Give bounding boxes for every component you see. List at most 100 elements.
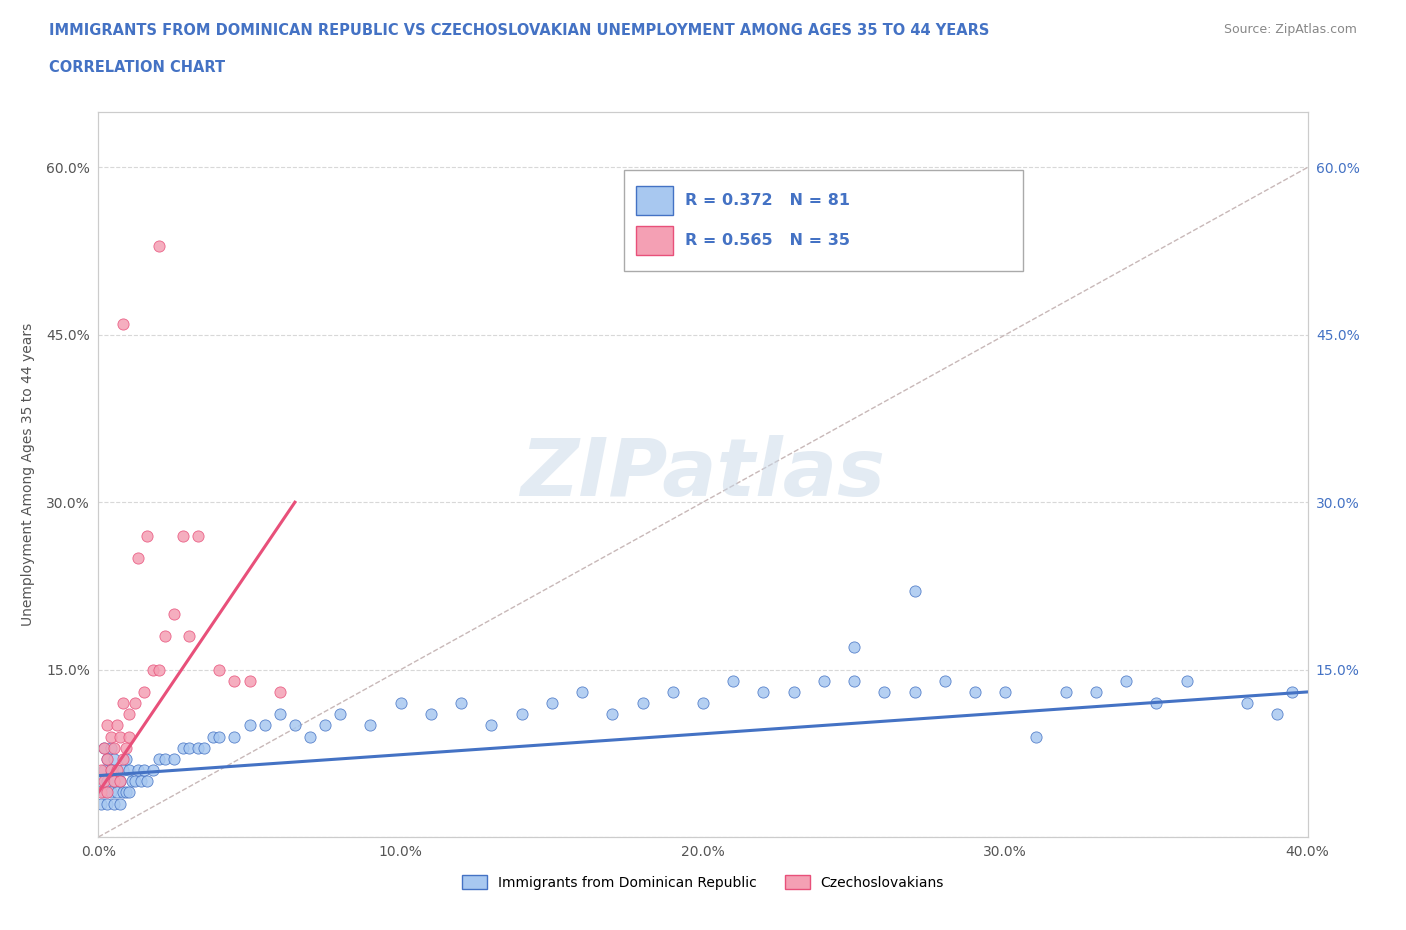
Point (148, 662, 170, 677)
Bar (637, 186, 672, 215)
Point (1175, 673, 1198, 688)
Point (172, 528, 194, 543)
Point (1054, 684, 1077, 699)
Point (108, 774, 131, 789)
Point (844, 640, 866, 655)
Point (108, 774, 131, 789)
Point (450, 696, 472, 711)
Point (314, 718, 336, 733)
Point (135, 774, 157, 789)
Point (135, 528, 157, 543)
Point (103, 774, 125, 789)
Point (96, 785, 118, 800)
Point (132, 763, 155, 777)
Point (631, 696, 654, 711)
Point (187, 528, 209, 543)
Point (93, 740, 115, 755)
Point (253, 718, 276, 733)
Point (299, 729, 322, 744)
Point (93, 785, 115, 800)
Point (118, 729, 141, 744)
Point (100, 729, 122, 744)
Legend: Immigrants from Dominican Republic, Czechoslovakians: Immigrants from Dominican Republic, Czec… (457, 870, 949, 896)
Point (100, 785, 122, 800)
Point (193, 740, 215, 755)
Point (661, 684, 683, 699)
Point (96, 796, 118, 811)
Point (111, 751, 134, 766)
Point (105, 718, 128, 733)
Point (224, 673, 246, 688)
Text: Source: ZipAtlas.com: Source: ZipAtlas.com (1223, 23, 1357, 36)
Point (90, 763, 112, 777)
Point (118, 763, 141, 777)
Point (118, 707, 141, 722)
Point (965, 684, 987, 699)
Point (269, 707, 291, 722)
Point (202, 729, 225, 744)
Text: IMMIGRANTS FROM DOMINICAN REPUBLIC VS CZECHOSLOVAKIAN UNEMPLOYMENT AMONG AGES 35: IMMIGRANTS FROM DOMINICAN REPUBLIC VS CZ… (49, 23, 990, 38)
Point (179, 740, 201, 755)
Point (96, 751, 118, 766)
Point (224, 729, 246, 744)
Point (752, 684, 775, 699)
Point (1024, 729, 1046, 744)
Point (90, 796, 112, 811)
Point (96, 751, 118, 766)
Point (103, 774, 125, 789)
Point (284, 718, 307, 733)
Point (179, 629, 201, 644)
Point (111, 785, 134, 800)
Point (1236, 696, 1258, 711)
Point (96, 774, 118, 789)
Point (121, 774, 143, 789)
Point (127, 551, 149, 565)
Point (783, 684, 806, 699)
Point (360, 718, 382, 733)
Point (96, 718, 118, 733)
Point (904, 684, 927, 699)
Point (124, 696, 146, 711)
Point (90, 785, 112, 800)
Point (142, 662, 165, 677)
Text: R = 0.372   N = 81: R = 0.372 N = 81 (685, 193, 849, 207)
Point (129, 774, 152, 789)
Point (1281, 684, 1303, 699)
Point (692, 696, 714, 711)
Point (93, 740, 115, 755)
Point (111, 696, 134, 711)
Point (481, 718, 503, 733)
Point (90, 774, 112, 789)
Point (723, 673, 745, 688)
Point (103, 740, 125, 755)
Point (148, 751, 170, 766)
Point (510, 707, 533, 722)
Point (153, 751, 176, 766)
Point (111, 763, 134, 777)
Point (994, 684, 1017, 699)
Point (100, 763, 122, 777)
Point (108, 729, 131, 744)
Text: R = 0.565   N = 35: R = 0.565 N = 35 (685, 233, 849, 248)
Point (1115, 673, 1137, 688)
Point (540, 696, 562, 711)
Point (108, 796, 131, 811)
Point (142, 763, 165, 777)
Point (1144, 696, 1167, 711)
Point (389, 696, 412, 711)
Point (114, 740, 136, 755)
Y-axis label: Unemployment Among Ages 35 to 44 years: Unemployment Among Ages 35 to 44 years (21, 323, 35, 626)
Point (148, 238, 170, 253)
Point (100, 740, 122, 755)
Point (187, 740, 209, 755)
Point (105, 785, 128, 800)
Point (105, 763, 128, 777)
Text: ZIPatlas: ZIPatlas (520, 435, 886, 513)
Point (163, 606, 186, 621)
Point (208, 662, 231, 677)
Point (329, 707, 352, 722)
Point (208, 729, 231, 744)
Point (602, 707, 624, 722)
Point (1267, 707, 1289, 722)
Point (934, 673, 956, 688)
